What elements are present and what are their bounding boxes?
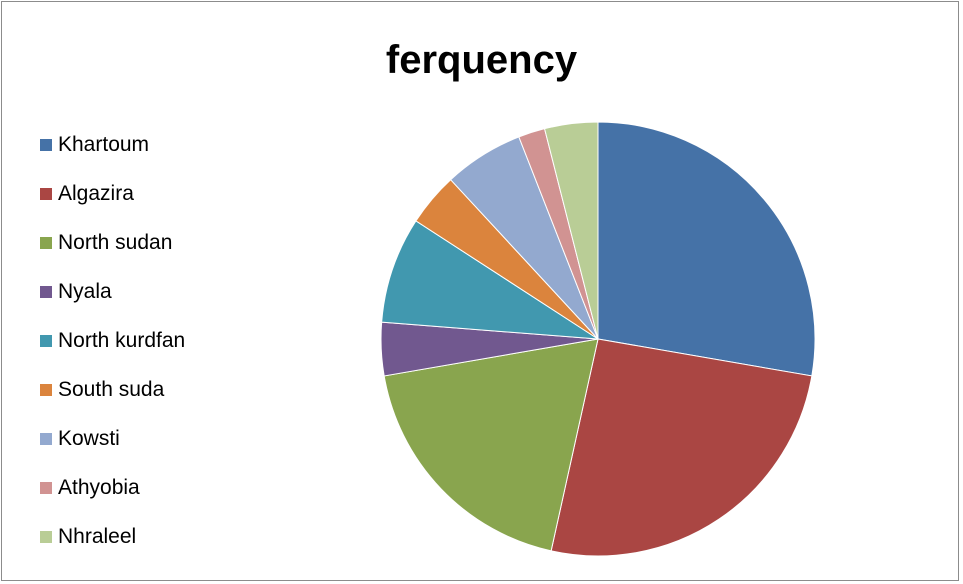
chart-title: ferquency	[385, 38, 578, 82]
pie-slice-north-kurdfan	[381, 220, 599, 340]
legend-swatch-north-kurdfan	[40, 335, 52, 347]
legend-label-south-suda: South suda	[58, 378, 165, 401]
pie-slice-north-sudan	[383, 338, 599, 552]
legend-label-nyala: Nyala	[58, 280, 112, 303]
legend-item-north-sudan: North sudan	[40, 228, 260, 258]
legend-swatch-athyobia	[40, 482, 52, 494]
pie-slice-nhraleel	[543, 121, 599, 340]
legend-swatch-khartoum	[40, 139, 52, 151]
legend-swatch-kowsti	[40, 433, 52, 445]
legend-item-kowsti: Kowsti	[40, 424, 260, 454]
legend-item-athyobia: Athyobia	[40, 473, 260, 503]
legend-item-south-suda: South suda	[40, 375, 260, 405]
legend-item-khartoum: Khartoum	[40, 130, 260, 160]
legend-swatch-nyala	[40, 286, 52, 298]
legend-swatch-north-sudan	[40, 237, 52, 249]
legend-label-kowsti: Kowsti	[58, 427, 120, 450]
legend-label-khartoum: Khartoum	[58, 133, 150, 156]
pie-slice-khartoum	[597, 121, 816, 377]
legend-label-athyobia: Athyobia	[58, 476, 140, 499]
legend-item-algazira: Algazira	[40, 179, 260, 209]
legend-label-north-sudan: North sudan	[58, 231, 173, 254]
pie-slice-algazira	[550, 338, 813, 557]
legend-label-algazira: Algazira	[58, 182, 134, 205]
legend-swatch-south-suda	[40, 384, 52, 396]
legend-item-nhraleel: Nhraleel	[40, 522, 260, 552]
legend-swatch-nhraleel	[40, 531, 52, 543]
legend-label-nhraleel: Nhraleel	[58, 525, 137, 548]
legend-item-nyala: Nyala	[40, 277, 260, 307]
legend-swatch-algazira	[40, 188, 52, 200]
legend-item-north-kurdfan: North kurdfan	[40, 326, 260, 356]
legend-label-north-kurdfan: North kurdfan	[58, 329, 186, 352]
